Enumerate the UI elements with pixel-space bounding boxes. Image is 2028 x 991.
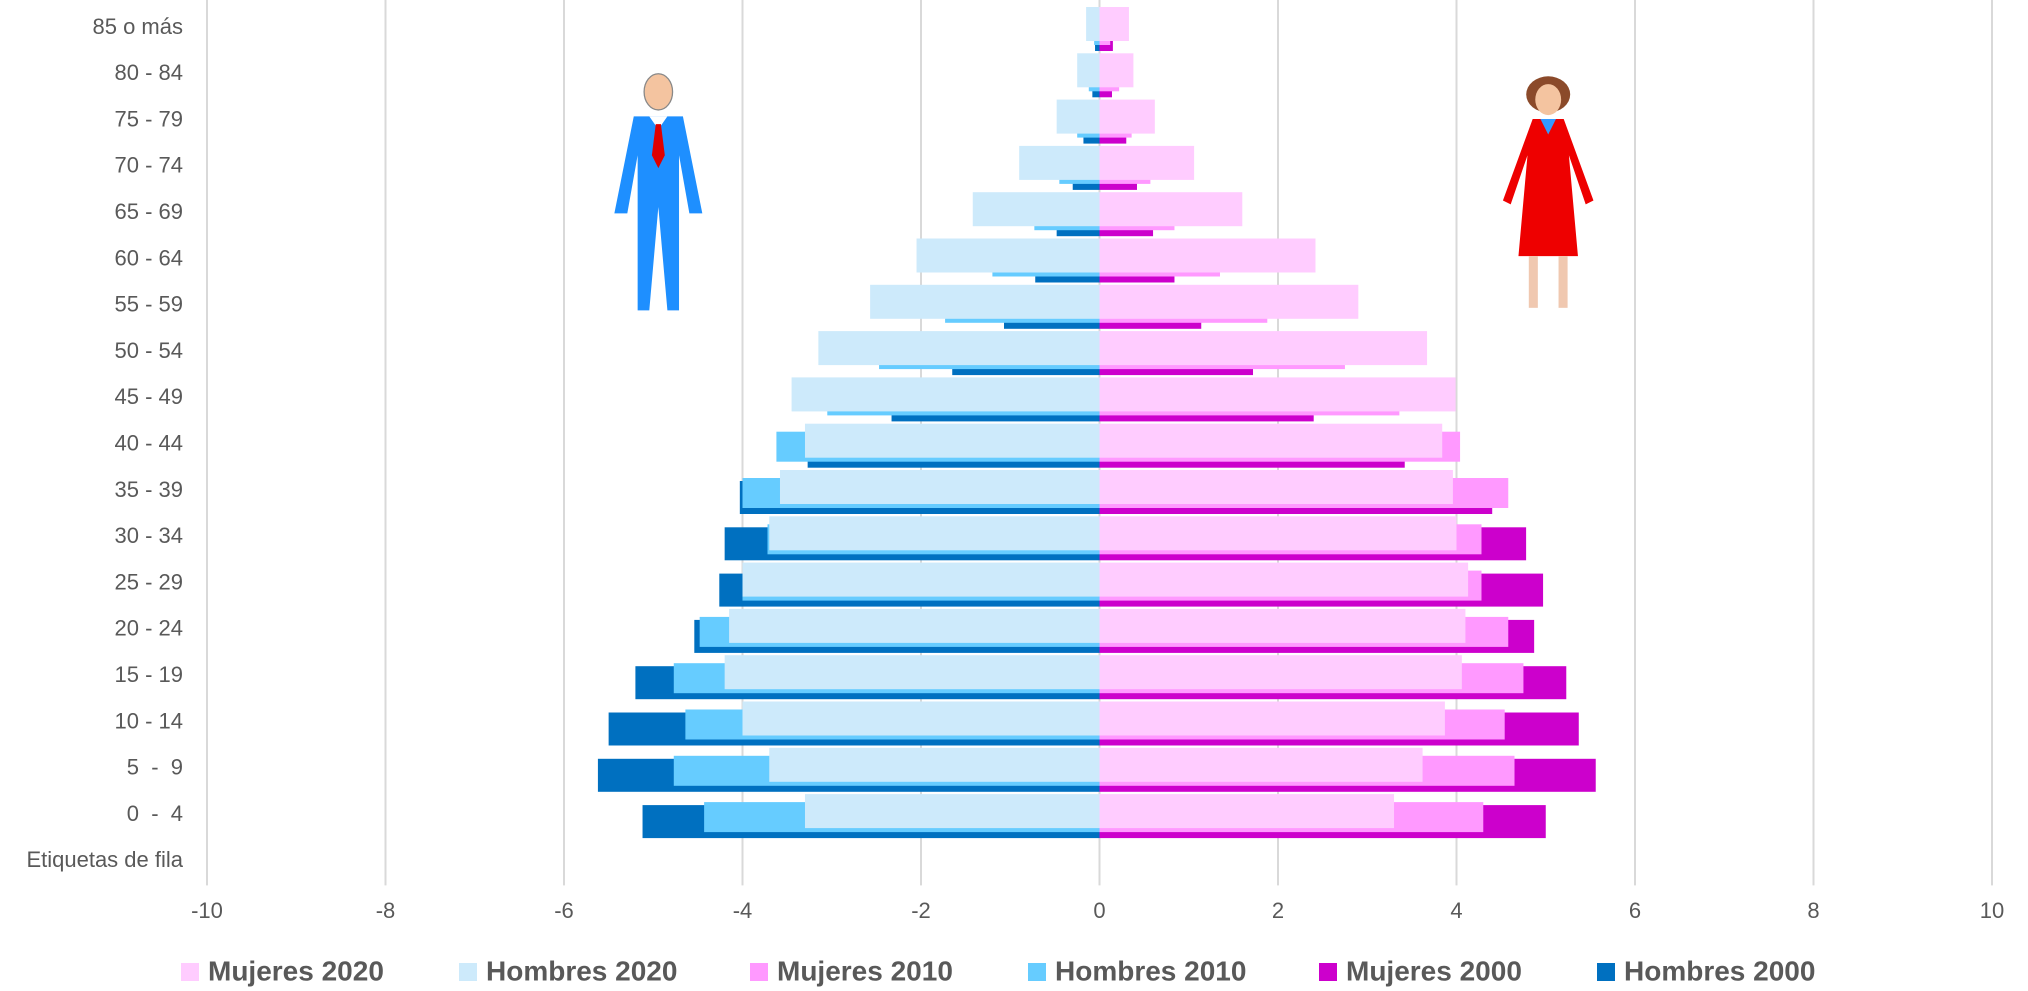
bar (1099, 516, 1457, 551)
x-tick-label: 2 (1272, 898, 1284, 923)
bar (1019, 145, 1100, 180)
x-tick-label: 0 (1093, 898, 1105, 923)
y-tick-label: 60 - 64 (115, 245, 184, 270)
legend-swatch (459, 963, 477, 981)
legend-label: Mujeres 2010 (777, 955, 953, 986)
legend-swatch (1597, 963, 1615, 981)
y-tick-label: 55 - 59 (115, 292, 184, 317)
bar (1086, 7, 1100, 41)
plot-area: -10 -8 -6 -4 -2 0 2 4 6 8 10 85 o más 80 - 84 75 - 79… (26, 0, 2004, 923)
bar (1099, 331, 1428, 366)
legend-swatch (181, 963, 199, 981)
bar (742, 562, 1100, 597)
y-tick-label: 65 - 69 (115, 199, 184, 224)
y-tick-label: 45 - 49 (115, 384, 184, 409)
y-tick-label: 35 - 39 (115, 477, 184, 502)
legend-label: Hombres 2010 (1055, 955, 1246, 986)
bar (769, 516, 1100, 551)
y-tick-label: 40 - 44 (115, 431, 184, 456)
bar (1099, 284, 1359, 319)
bar (1099, 7, 1129, 41)
bar (916, 238, 1100, 273)
y-tick-label: 85 o más (93, 14, 184, 39)
bar (1099, 608, 1466, 643)
bar (1077, 53, 1100, 88)
man-icon (614, 73, 703, 311)
bar (1099, 655, 1462, 690)
x-tick-label: -10 (191, 898, 223, 923)
y-tick-label: 50 - 54 (115, 338, 184, 363)
x-tick-label: -8 (376, 898, 396, 923)
y-tick-label: 75 - 79 (115, 106, 184, 131)
bar (1099, 377, 1456, 412)
bar (1099, 794, 1395, 829)
bar (791, 377, 1100, 412)
bar (1099, 99, 1155, 134)
y-tick-label: 80 - 84 (115, 60, 184, 85)
x-tick-label: 4 (1450, 898, 1462, 923)
x-tick-label: -6 (554, 898, 574, 923)
woman-icon (1502, 76, 1594, 308)
y-tick-label: Etiquetas de fila (26, 847, 183, 872)
bar (742, 701, 1100, 736)
bar (1099, 238, 1316, 273)
bar (1099, 423, 1443, 458)
y-tick-label: 5 - 9 (127, 755, 183, 780)
bar (1099, 192, 1243, 227)
legend-swatch (1028, 963, 1046, 981)
bar (818, 331, 1100, 366)
bar (804, 794, 1100, 829)
y-tick-label: 70 - 74 (115, 153, 184, 178)
legend-label: Mujeres 2000 (1346, 955, 1522, 986)
bar (972, 192, 1100, 227)
bar (1099, 747, 1423, 782)
y-tick-label: 0 - 4 (127, 801, 183, 826)
bar (769, 747, 1100, 782)
x-tick-label: -4 (733, 898, 753, 923)
bar (1099, 470, 1453, 504)
bar (870, 284, 1100, 319)
bar (1099, 145, 1195, 180)
bar (1099, 562, 1469, 597)
bar (724, 655, 1100, 690)
legend-swatch (750, 963, 768, 981)
y-tick-label: 30 - 34 (115, 523, 184, 548)
y-tick-label: 10 - 14 (115, 708, 184, 733)
x-tick-label: 10 (1980, 898, 2004, 923)
y-tick-label: 20 - 24 (115, 616, 184, 641)
legend-label: Hombres 2020 (486, 955, 677, 986)
y-tick-label: 15 - 19 (115, 662, 184, 687)
x-tick-label: -2 (911, 898, 931, 923)
x-tick-label: 8 (1807, 898, 1819, 923)
x-tick-label: 6 (1629, 898, 1641, 923)
y-tick-label: 25 - 29 (115, 569, 184, 594)
bar (729, 608, 1100, 643)
legend-swatch (1319, 963, 1337, 981)
bar (1099, 53, 1134, 88)
bar (804, 423, 1100, 458)
legend-label: Mujeres 2020 (208, 955, 384, 986)
legend-label: Hombres 2000 (1624, 955, 1815, 986)
bar (779, 470, 1100, 504)
bar (1056, 99, 1100, 134)
bar (1099, 701, 1445, 736)
